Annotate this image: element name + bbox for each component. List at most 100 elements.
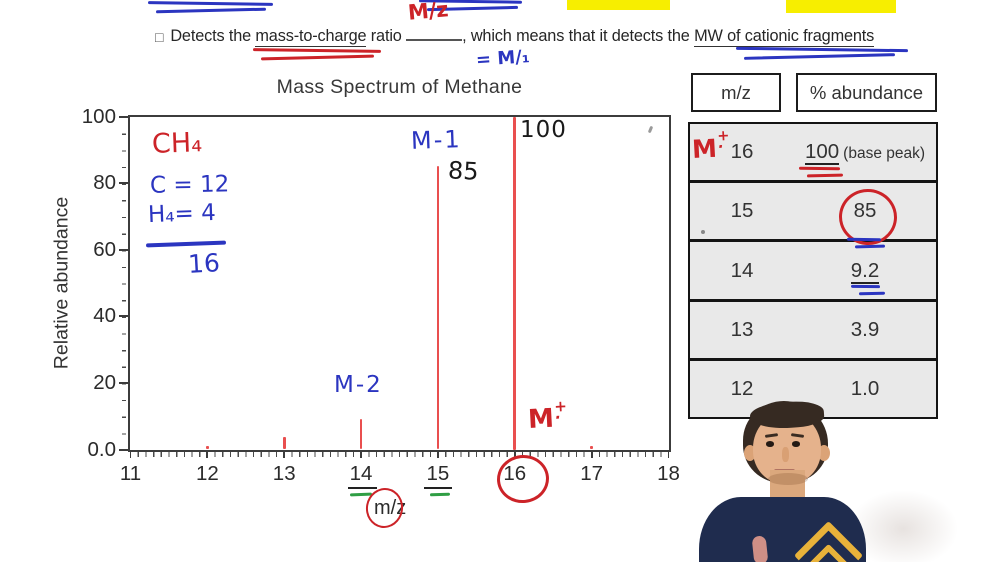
table-row-mz-13: 13 3.9 xyxy=(690,298,936,358)
annotation-peak-100: 100 xyxy=(520,117,567,143)
abundance-value: 9.2 xyxy=(850,258,880,284)
red-underline-mark xyxy=(252,48,382,61)
x-tick-mark xyxy=(129,450,132,458)
table-cell-mz: 15 xyxy=(730,199,754,223)
yellow-highlight-mark xyxy=(567,0,670,10)
fill-in-blank: M/z xyxy=(406,0,463,41)
table-cell-abundance: 85 xyxy=(794,199,936,223)
x-tick-mark xyxy=(436,450,439,458)
table-cell-abundance: 9.2 xyxy=(794,258,936,284)
annotation-total-mass: 16 xyxy=(187,248,221,279)
y-tick-label-20: 20 xyxy=(93,370,116,394)
blue-underline-mark xyxy=(735,46,909,60)
spectrum-peak-mz-12 xyxy=(206,446,209,450)
abundance-value: 85 xyxy=(853,199,877,223)
annotation-formula: CH₄ xyxy=(151,127,203,160)
table-cell-abundance: 3.9 xyxy=(794,318,936,342)
spectrum-peak-mz-16 xyxy=(513,116,517,450)
table-cell-abundance: 100 (base peak) xyxy=(794,140,936,166)
y-tick-mark xyxy=(119,448,129,451)
x-tick-mark xyxy=(667,450,670,458)
table-row-mz-15: 15 85 xyxy=(690,180,936,239)
person-neck-shadow xyxy=(768,473,808,485)
table-cell-mz: 14 xyxy=(730,258,754,282)
x-tick-mark xyxy=(283,450,286,458)
sentence-part: , which means that it detects the xyxy=(462,27,695,45)
x-tick-mark xyxy=(590,450,593,458)
y-tick-label-100: 100 xyxy=(81,104,116,128)
table-cell-abundance: 1.0 xyxy=(794,377,936,401)
x-axis-label: m/z xyxy=(374,497,407,519)
spectrum-peak-mz-13 xyxy=(282,436,286,450)
person-nose xyxy=(782,447,789,462)
person-eye xyxy=(792,441,800,447)
y-axis-label: Relative abundance xyxy=(50,196,73,370)
person-neck xyxy=(770,470,805,502)
table-header-mz: m/z xyxy=(691,73,781,112)
abundance-value: 100 xyxy=(804,140,840,166)
table-header-abundance: % abundance xyxy=(796,73,937,112)
spectrum-peak-mz-15 xyxy=(436,166,440,450)
x-axis-minor-ticks xyxy=(130,452,669,457)
sentence-part: ratio xyxy=(366,27,407,45)
sentence-underlined-term: mass-to-charge xyxy=(255,27,367,47)
annotation-carbon-mass: C = 12 xyxy=(149,171,230,199)
annotation-hydrogen-mass: H₄= 4 xyxy=(147,199,217,229)
x-tick-mark xyxy=(513,450,516,458)
black-underline-mark xyxy=(424,487,452,490)
y-tick-mark xyxy=(119,381,129,384)
y-tick-mark xyxy=(119,115,129,118)
y-tick-mark xyxy=(119,315,129,318)
checkbox-icon: □ xyxy=(155,29,164,45)
green-underline-mark xyxy=(429,492,451,496)
red-circle-around-16 xyxy=(494,452,552,506)
abundance-table: 16 100 (base peak) 15 85 14 9.2 13 3.9 12 1.0 xyxy=(688,122,938,419)
y-tick-label-40: 40 xyxy=(93,304,116,328)
blue-underline-mark xyxy=(147,1,274,14)
spectrum-peak-mz-14 xyxy=(359,418,363,450)
annotation-m-minus-1: M-1 xyxy=(410,125,463,155)
black-underline-mark xyxy=(348,487,377,490)
y-tick-label-0.0: 0.0 xyxy=(87,437,117,461)
y-axis-minor-ticks xyxy=(121,117,126,450)
spectrum-peak-mz-17 xyxy=(590,446,593,450)
person-ear xyxy=(818,445,830,461)
x-tick-label-11: 11 xyxy=(119,462,142,485)
table-row-mz-12: 12 1.0 xyxy=(690,357,936,417)
plot-frame xyxy=(128,115,671,452)
x-tick-label-14: 14 xyxy=(349,462,373,485)
x-tick-label-15: 15 xyxy=(426,462,450,485)
sentence-part: Detects the xyxy=(170,27,256,45)
annotation-molecular-ion-table: M + · xyxy=(691,128,730,164)
abundance-value: 1.0 xyxy=(850,376,880,400)
x-tick-label-13: 13 xyxy=(272,462,296,485)
table-row-mz-16: 16 100 (base peak) xyxy=(690,124,936,180)
table-cell-mz: 13 xyxy=(730,317,754,341)
table-cell-mz: 16 xyxy=(730,140,754,164)
blue-underline-mark xyxy=(850,284,885,296)
person-shadow xyxy=(848,490,958,562)
annotation-m-minus-2: M-2 xyxy=(334,372,383,398)
abundance-value: 3.9 xyxy=(850,317,880,341)
y-tick-mark xyxy=(119,248,129,251)
table-cell-mz: 12 xyxy=(730,376,754,400)
chart-title: Mass Spectrum of Methane xyxy=(276,76,523,98)
x-tick-label-12: 12 xyxy=(195,462,219,485)
x-tick-mark xyxy=(206,450,209,458)
x-tick-label-18: 18 xyxy=(657,462,680,485)
sentence-underlined-term: MW of cationic fragments xyxy=(694,27,875,47)
annotation-molecular-ion: M + · xyxy=(527,396,568,436)
x-tick-mark xyxy=(360,450,362,458)
annotation-peak-85: 85 xyxy=(447,156,480,186)
x-tick-label-17: 17 xyxy=(580,462,604,485)
sentence-line: □ Detects the mass-to-charge ratio M/z ,… xyxy=(155,0,875,47)
abundance-note: (base peak) xyxy=(843,145,926,163)
y-tick-mark xyxy=(119,182,129,185)
person-eye xyxy=(766,441,774,447)
y-tick-label-60: 60 xyxy=(93,237,116,261)
handwritten-equals-m-over-1: = M/₁ xyxy=(475,46,531,71)
stray-dot-mark xyxy=(701,230,705,234)
red-underline-mark xyxy=(798,166,844,178)
blue-underline-mark xyxy=(846,237,885,249)
y-tick-label-80: 80 xyxy=(93,171,116,195)
